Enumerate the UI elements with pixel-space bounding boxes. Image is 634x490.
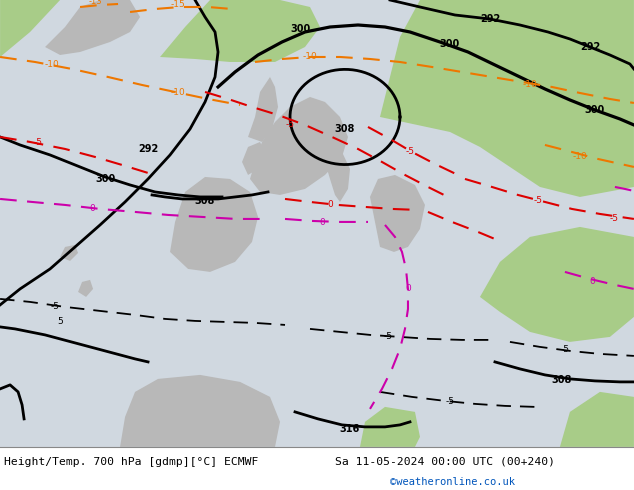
Polygon shape [120,375,280,447]
Polygon shape [60,245,78,261]
Text: 0: 0 [89,204,95,214]
Text: 0: 0 [589,277,595,287]
Text: Sa 11-05-2024 00:00 UTC (00+240): Sa 11-05-2024 00:00 UTC (00+240) [335,457,555,467]
Polygon shape [380,0,634,197]
Polygon shape [160,0,320,62]
Text: 0: 0 [405,284,411,294]
Text: 308: 308 [552,375,572,385]
Text: 300: 300 [95,174,115,184]
Polygon shape [560,392,634,447]
Text: 0: 0 [327,200,333,209]
Polygon shape [250,97,348,195]
Text: -5: -5 [560,345,569,354]
Text: 300: 300 [440,39,460,49]
Text: 308: 308 [195,196,215,206]
Polygon shape [0,0,60,57]
Polygon shape [45,0,140,55]
Polygon shape [325,149,350,202]
Text: ©weatheronline.co.uk: ©weatheronline.co.uk [390,477,515,487]
Text: -10: -10 [302,52,318,61]
Text: -5: -5 [34,139,42,147]
Polygon shape [370,175,425,252]
Polygon shape [248,77,278,142]
Polygon shape [170,177,258,272]
Text: -5: -5 [406,147,415,156]
Text: -5: -5 [51,302,60,312]
Text: 292: 292 [580,42,600,52]
Text: -5: -5 [384,332,392,342]
Text: -13: -13 [88,0,102,6]
Polygon shape [480,227,634,342]
Text: -5: -5 [285,121,295,129]
Polygon shape [360,407,420,447]
Text: 316: 316 [340,424,360,434]
Text: -5: -5 [609,215,618,223]
Text: -5: -5 [533,196,543,205]
Text: 292: 292 [480,14,500,24]
Text: -10: -10 [44,60,60,70]
Text: 292: 292 [138,144,158,154]
Text: 300: 300 [585,105,605,115]
Text: -10: -10 [522,80,538,90]
Text: -10: -10 [171,89,185,98]
Text: 308: 308 [335,124,355,134]
Text: 5: 5 [57,318,63,326]
Text: 300: 300 [290,24,310,34]
Polygon shape [78,280,93,297]
Text: -15: -15 [171,0,185,9]
Polygon shape [242,142,265,175]
Text: 0: 0 [319,219,325,227]
Text: -5: -5 [446,397,455,406]
Text: -10: -10 [573,152,587,162]
Text: Height/Temp. 700 hPa [gdmp][°C] ECMWF: Height/Temp. 700 hPa [gdmp][°C] ECMWF [4,457,259,467]
